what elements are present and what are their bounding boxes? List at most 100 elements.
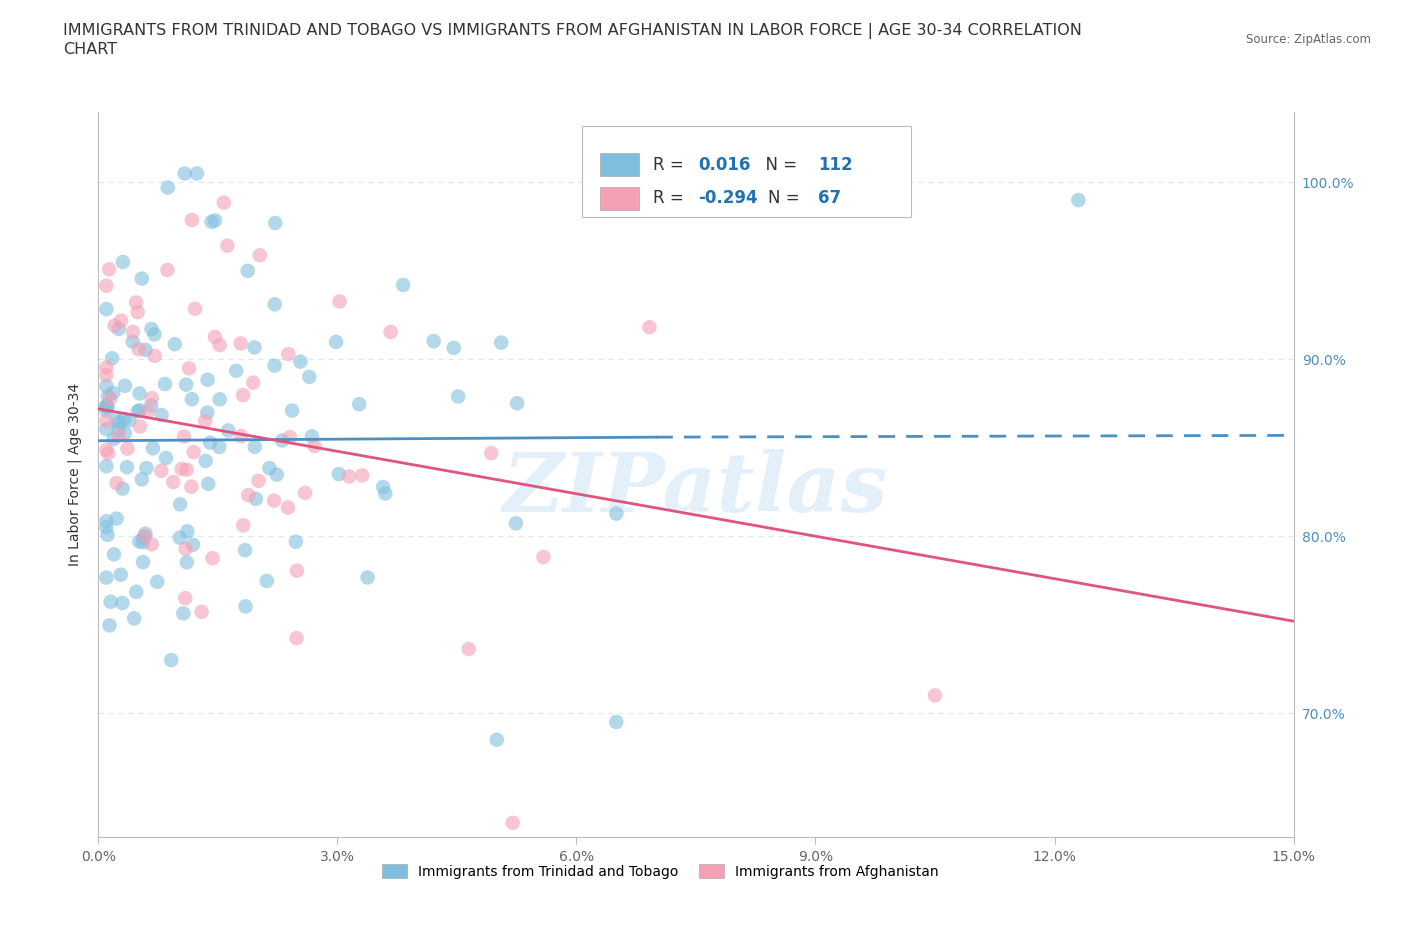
Point bbox=[235, 599, 257, 614]
Point bbox=[96, 278, 118, 293]
Point bbox=[204, 329, 226, 344]
Point bbox=[100, 594, 122, 609]
Point bbox=[208, 392, 231, 406]
Point bbox=[180, 479, 202, 494]
FancyBboxPatch shape bbox=[600, 187, 638, 210]
Point bbox=[249, 248, 271, 263]
Point bbox=[135, 460, 157, 475]
Point bbox=[96, 360, 118, 375]
Point bbox=[96, 570, 118, 585]
Point bbox=[127, 305, 149, 320]
Point bbox=[200, 214, 222, 229]
Point bbox=[173, 166, 195, 181]
Point bbox=[328, 467, 350, 482]
Point bbox=[104, 318, 127, 333]
Point bbox=[96, 301, 118, 316]
Text: R =: R = bbox=[652, 155, 689, 174]
Point bbox=[176, 462, 198, 477]
Point bbox=[121, 325, 143, 339]
Point bbox=[352, 468, 374, 483]
Point bbox=[114, 412, 136, 427]
Point bbox=[181, 538, 204, 552]
Text: R =: R = bbox=[652, 189, 689, 207]
Point bbox=[127, 404, 149, 418]
Point bbox=[170, 461, 193, 476]
Point bbox=[294, 485, 316, 500]
Point bbox=[329, 294, 352, 309]
Point bbox=[162, 474, 184, 489]
Point bbox=[141, 322, 163, 337]
Text: 67: 67 bbox=[818, 189, 841, 207]
Point bbox=[111, 255, 134, 270]
Point bbox=[156, 180, 179, 195]
Point bbox=[96, 520, 118, 535]
Point bbox=[172, 606, 194, 621]
Point bbox=[97, 527, 120, 542]
Point bbox=[97, 389, 120, 404]
Point bbox=[325, 335, 347, 350]
Point bbox=[374, 486, 396, 501]
Point bbox=[301, 429, 323, 444]
Point bbox=[169, 497, 191, 512]
Point bbox=[143, 327, 166, 342]
Point bbox=[284, 535, 307, 550]
Point bbox=[110, 313, 132, 328]
Point bbox=[134, 342, 156, 357]
Point bbox=[141, 391, 163, 405]
Point bbox=[174, 591, 197, 605]
Point bbox=[200, 435, 222, 450]
Point bbox=[194, 414, 217, 429]
Point bbox=[217, 423, 239, 438]
Point bbox=[285, 564, 308, 578]
Text: CHART: CHART bbox=[63, 42, 117, 57]
Point bbox=[201, 551, 224, 565]
Point bbox=[605, 506, 627, 521]
Text: 112: 112 bbox=[818, 155, 852, 174]
Point bbox=[134, 528, 156, 543]
Point bbox=[128, 341, 150, 356]
Point bbox=[118, 413, 141, 428]
Point bbox=[98, 392, 121, 406]
Point bbox=[392, 277, 415, 292]
Point bbox=[125, 584, 148, 599]
Point bbox=[117, 441, 139, 456]
Point bbox=[277, 500, 299, 515]
Point bbox=[108, 415, 131, 430]
Point bbox=[114, 379, 136, 393]
Point bbox=[160, 653, 183, 668]
Point bbox=[271, 433, 294, 448]
Point bbox=[337, 469, 360, 484]
Point bbox=[422, 334, 444, 349]
Text: N =: N = bbox=[768, 189, 804, 207]
Point bbox=[247, 473, 270, 488]
Point bbox=[136, 405, 159, 419]
Point bbox=[96, 399, 118, 414]
Point bbox=[208, 338, 231, 352]
Point bbox=[131, 472, 153, 486]
Point bbox=[103, 432, 125, 446]
Point bbox=[146, 575, 169, 590]
Point bbox=[105, 476, 128, 491]
Point bbox=[128, 534, 150, 549]
Point bbox=[197, 476, 219, 491]
Point bbox=[281, 403, 304, 418]
Text: N =: N = bbox=[755, 155, 801, 174]
Point bbox=[457, 642, 479, 657]
Point bbox=[298, 369, 321, 384]
Point bbox=[491, 335, 513, 350]
Text: IMMIGRANTS FROM TRINIDAD AND TOBAGO VS IMMIGRANTS FROM AFGHANISTAN IN LABOR FORC: IMMIGRANTS FROM TRINIDAD AND TOBAGO VS I… bbox=[63, 23, 1083, 39]
Point bbox=[122, 611, 145, 626]
Point bbox=[174, 378, 197, 392]
Point bbox=[103, 547, 125, 562]
Point bbox=[638, 320, 661, 335]
Point bbox=[174, 541, 197, 556]
Point bbox=[176, 555, 198, 570]
Point bbox=[96, 367, 118, 382]
Point bbox=[132, 554, 155, 569]
Text: Source: ZipAtlas.com: Source: ZipAtlas.com bbox=[1246, 33, 1371, 46]
Point bbox=[96, 398, 118, 413]
Point bbox=[380, 325, 402, 339]
Point bbox=[245, 491, 267, 506]
Point bbox=[605, 714, 627, 729]
Point bbox=[163, 337, 186, 352]
